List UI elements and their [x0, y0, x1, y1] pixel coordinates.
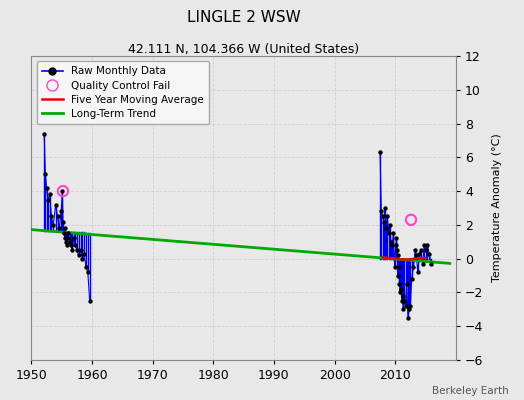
Point	[379, 218, 388, 225]
Point	[412, 252, 421, 258]
Point	[78, 256, 86, 262]
Point	[399, 306, 407, 312]
Point	[58, 188, 67, 194]
Point	[49, 222, 58, 228]
Point	[67, 242, 75, 248]
Point	[74, 252, 83, 258]
Point	[417, 247, 425, 254]
Point	[395, 281, 403, 287]
Point	[59, 218, 67, 225]
Point	[396, 289, 405, 296]
Point	[407, 217, 415, 223]
Point	[427, 260, 435, 267]
Point	[51, 202, 60, 208]
Point	[84, 269, 92, 275]
Text: Berkeley Earth: Berkeley Earth	[432, 386, 508, 396]
Point	[398, 298, 406, 304]
Point	[402, 281, 411, 287]
Point	[82, 264, 90, 270]
Point	[64, 235, 73, 242]
Point	[66, 238, 74, 245]
Point	[378, 213, 387, 220]
Point	[397, 286, 405, 292]
Point	[387, 238, 395, 245]
Point	[409, 264, 418, 270]
Point	[386, 222, 394, 228]
Point	[398, 293, 407, 299]
Point	[53, 213, 62, 220]
Point	[406, 303, 414, 309]
Point	[388, 242, 396, 248]
Point	[70, 235, 78, 242]
Point	[392, 235, 401, 242]
Point	[377, 208, 386, 214]
Point	[61, 225, 70, 232]
Point	[85, 298, 94, 304]
Point	[421, 247, 430, 254]
Title: 42.111 N, 104.366 W (United States): 42.111 N, 104.366 W (United States)	[128, 43, 359, 56]
Point	[47, 213, 56, 220]
Point	[400, 298, 409, 304]
Point	[390, 264, 399, 270]
Point	[77, 247, 85, 254]
Point	[385, 230, 393, 236]
Point	[381, 205, 389, 211]
Point	[382, 225, 390, 232]
Point	[394, 252, 402, 258]
Point	[376, 149, 384, 156]
Point	[59, 188, 67, 194]
Point	[411, 247, 419, 254]
Text: LINGLE 2 WSW: LINGLE 2 WSW	[187, 10, 301, 26]
Point	[60, 230, 68, 236]
Point	[80, 250, 89, 257]
Point	[40, 130, 48, 137]
Point	[413, 269, 422, 275]
Point	[68, 247, 77, 254]
Point	[62, 242, 71, 248]
Point	[61, 235, 69, 242]
Point	[391, 242, 400, 248]
Point	[401, 303, 410, 309]
Point	[73, 247, 81, 254]
Point	[420, 242, 429, 248]
Point	[42, 184, 51, 191]
Legend: Raw Monthly Data, Quality Control Fail, Five Year Moving Average, Long-Term Tren: Raw Monthly Data, Quality Control Fail, …	[37, 61, 209, 124]
Point	[393, 247, 401, 254]
Point	[62, 238, 70, 245]
Point	[63, 230, 72, 236]
Point	[394, 272, 402, 279]
Point	[395, 264, 403, 270]
Point	[404, 314, 412, 321]
Point	[389, 230, 398, 236]
Point	[418, 260, 427, 267]
Point	[423, 242, 432, 248]
Point	[408, 276, 416, 282]
Point	[383, 213, 391, 220]
Point	[405, 306, 413, 312]
Point	[57, 208, 66, 214]
Y-axis label: Temperature Anomaly (°C): Temperature Anomaly (°C)	[492, 134, 501, 282]
Point	[425, 250, 433, 257]
Point	[71, 242, 79, 248]
Point	[41, 171, 50, 178]
Point	[43, 196, 52, 203]
Point	[46, 191, 54, 198]
Point	[55, 225, 63, 232]
Point	[416, 250, 424, 257]
